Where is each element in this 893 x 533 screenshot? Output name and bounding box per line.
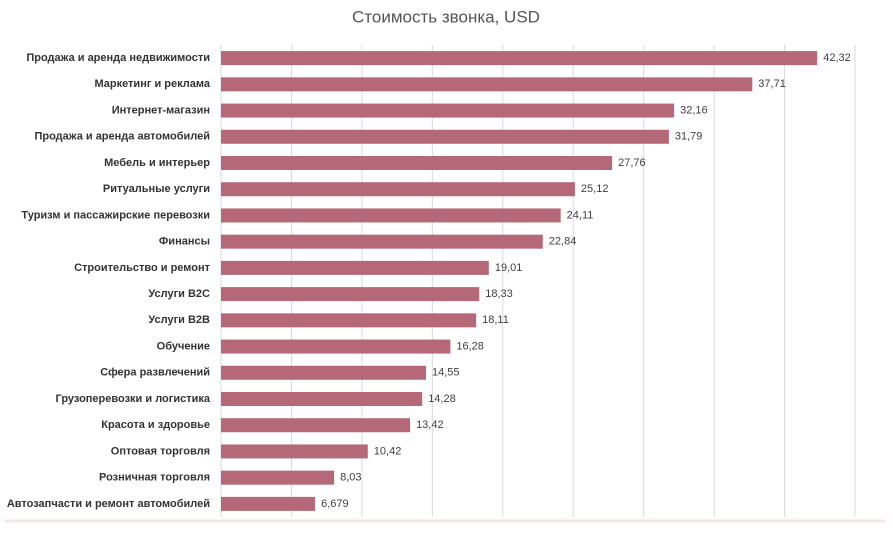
bar bbox=[221, 470, 335, 485]
data-label: 19,01 bbox=[495, 262, 523, 274]
data-label: 25,12 bbox=[581, 183, 609, 195]
y-tick-label: Обучение bbox=[157, 340, 210, 352]
y-tick-label: Туризм и пассажирские перевозки bbox=[21, 209, 210, 221]
y-tick-label: Мебель и интерьер bbox=[104, 157, 210, 169]
chart-title: Стоимость звонка, USD bbox=[352, 7, 540, 26]
y-tick-label: Финансы bbox=[159, 236, 210, 248]
bar bbox=[221, 444, 368, 459]
bar bbox=[221, 365, 426, 380]
y-tick-label: Строительство и ремонт bbox=[74, 262, 211, 274]
bar bbox=[221, 287, 480, 302]
data-label: 14,55 bbox=[432, 367, 460, 379]
data-label: 42,32 bbox=[823, 52, 851, 64]
y-tick-label: Услуги B2C bbox=[148, 288, 210, 300]
y-tick-label: Ритуальные услуги bbox=[103, 183, 210, 195]
bar bbox=[221, 103, 675, 118]
y-tick-label: Автозапчасти и ремонт автомобилей bbox=[7, 498, 210, 510]
bar bbox=[221, 392, 423, 406]
y-tick-label: Красота и здоровье bbox=[101, 419, 210, 431]
bar bbox=[221, 260, 489, 275]
bar bbox=[221, 234, 543, 249]
data-label: 13,42 bbox=[416, 419, 444, 431]
y-tick-label: Интернет-магазин bbox=[112, 104, 210, 116]
data-label: 32,16 bbox=[680, 104, 708, 116]
y-tick-label: Продажа и аренда автомобилей bbox=[34, 131, 210, 143]
data-label: 22,84 bbox=[549, 236, 577, 248]
data-label: 37,71 bbox=[758, 78, 786, 90]
bar bbox=[221, 182, 575, 197]
bar bbox=[221, 208, 561, 223]
y-tick-label: Сфера развлечений bbox=[100, 367, 210, 379]
y-tick-label: Маркетинг и реклама bbox=[94, 78, 210, 90]
bar bbox=[221, 77, 753, 92]
y-tick-label: Розничная торговля bbox=[99, 472, 210, 484]
y-tick-label: Услуги B2B bbox=[148, 314, 210, 326]
data-label: 8,03 bbox=[340, 472, 361, 484]
y-tick-label: Грузоперевозки и логистика bbox=[56, 393, 211, 405]
data-label: 24,11 bbox=[567, 209, 594, 221]
data-label: 14,28 bbox=[428, 393, 456, 405]
bar bbox=[221, 51, 818, 66]
data-label: 16,28 bbox=[456, 340, 484, 352]
bar bbox=[221, 339, 451, 354]
data-label: 18,33 bbox=[485, 288, 513, 300]
y-tick-label: Продажа и аренда недвижимости bbox=[26, 52, 210, 64]
data-label: 10,42 bbox=[374, 445, 402, 457]
y-tick-label: Оптовая торговля bbox=[111, 445, 210, 457]
bar bbox=[221, 496, 316, 511]
data-label: 6,679 bbox=[321, 498, 349, 510]
data-label: 31,79 bbox=[675, 131, 703, 143]
bar bbox=[221, 418, 411, 433]
data-label: 18,11 bbox=[482, 314, 509, 326]
bar bbox=[221, 156, 613, 170]
data-label: 27,76 bbox=[618, 157, 646, 169]
bar bbox=[221, 313, 477, 328]
bar bbox=[221, 129, 669, 144]
